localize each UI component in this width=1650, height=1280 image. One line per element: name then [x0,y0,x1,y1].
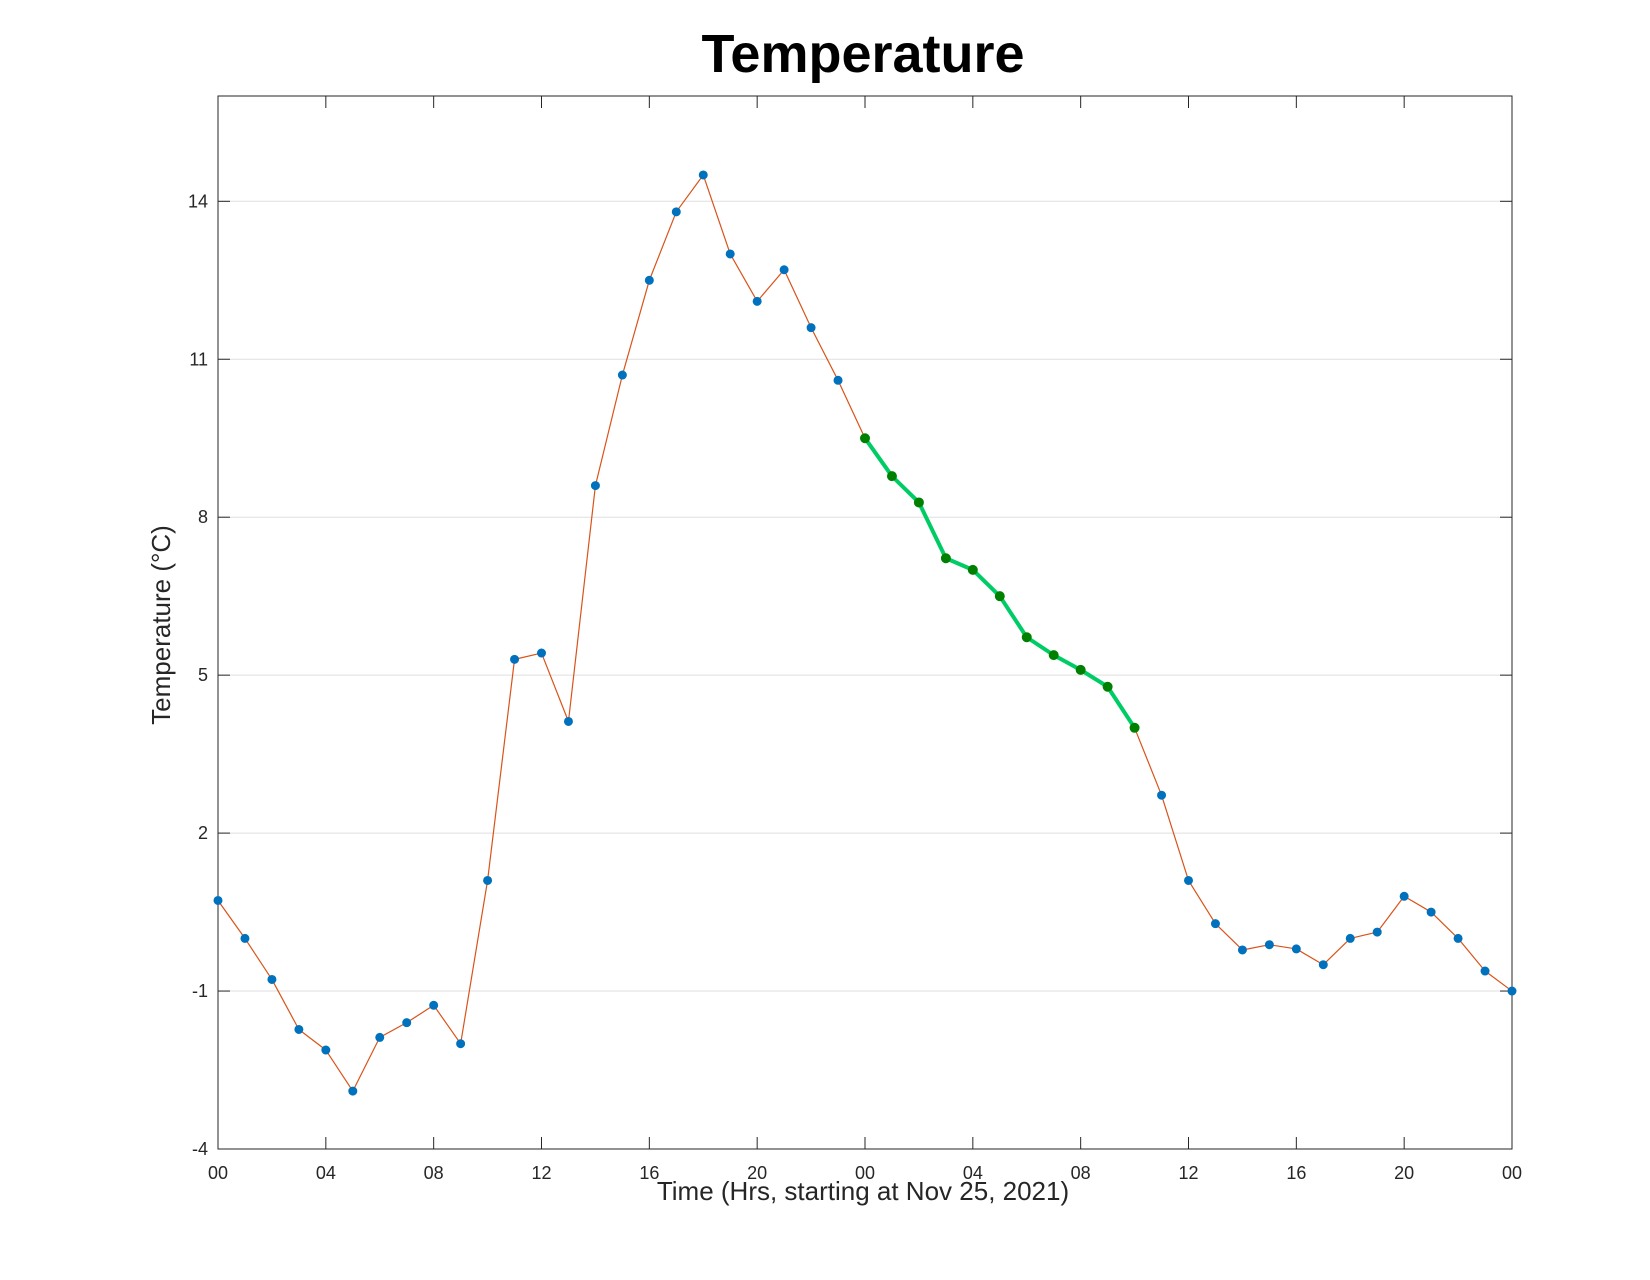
x-tick-label: 16 [1286,1163,1306,1183]
data-point [967,564,978,575]
x-tick-label: 12 [1178,1163,1198,1183]
x-tick-label: 08 [424,1163,444,1183]
data-point [1480,966,1490,976]
x-tick-label: 00 [1502,1163,1522,1183]
data-point [240,933,250,943]
data-point [321,1045,331,1055]
data-point [779,265,789,275]
data-point [1264,940,1274,950]
x-tick-label: 00 [855,1163,875,1183]
data-point [671,207,681,217]
data-point [1507,986,1517,996]
data-series [213,170,1517,1096]
data-point [483,875,493,885]
x-axis-label: Time (Hrs, starting at Nov 25, 2021) [657,1176,1069,1206]
data-point [348,1086,358,1096]
data-point [1453,933,1463,943]
x-tick-label: 20 [1394,1163,1414,1183]
data-point [617,370,627,380]
x-tick-label: 00 [208,1163,228,1183]
data-point [537,648,546,658]
data-point [940,553,951,564]
data-point [1048,650,1059,661]
data-point [510,654,520,664]
data-point [886,471,897,482]
data-point [1075,664,1086,675]
chart-title: Temperature [701,24,1024,84]
y-tick-label: 2 [198,823,208,843]
data-point [1291,944,1301,954]
y-tick-label: -1 [192,981,208,1001]
data-point [1157,790,1167,800]
data-point [402,1018,412,1028]
data-point [752,296,762,306]
x-tick-label: 04 [316,1163,336,1183]
data-point [1426,907,1436,917]
data-point [698,170,708,180]
data-point [1129,722,1140,733]
data-point [294,1024,304,1034]
data-point [644,275,654,285]
data-point [833,375,843,385]
y-tick-label: 8 [198,507,208,527]
data-point [994,591,1005,602]
data-point [1021,632,1032,643]
data-point [1372,927,1382,937]
x-tick-label: 08 [1071,1163,1091,1183]
data-point [806,323,816,333]
data-point [429,1000,439,1010]
data-point [1318,960,1328,970]
y-tick-label: 5 [198,665,208,685]
data-point [1399,891,1409,901]
data-point [1237,945,1247,955]
x-tick-label: 12 [531,1163,551,1183]
x-tick-label: 16 [639,1163,659,1183]
x-tick-label: 04 [963,1163,983,1183]
data-point [1345,933,1355,943]
data-point [456,1039,466,1049]
data-point [860,433,870,444]
data-point [563,716,573,726]
data-point [1102,681,1113,692]
data-point [267,974,277,984]
grid-lines [218,200,1512,1150]
data-point [1210,919,1220,929]
y-axis-label: Temperature (°C) [146,525,176,725]
data-point [913,497,924,508]
data-point [1184,875,1193,885]
y-tick-label: 11 [189,349,208,369]
data-point [725,249,735,259]
axis-ticks: -4 -1 2 5 8 11 14 00 04 08 12 16 20 00 04 08 12 16 20 00 [188,96,1522,1183]
data-point [375,1032,385,1042]
data-point [590,481,600,491]
y-tick-label: -4 [192,1139,208,1159]
x-tick-label: 20 [747,1163,767,1183]
y-tick-label: 14 [188,191,208,211]
data-point [213,895,223,905]
